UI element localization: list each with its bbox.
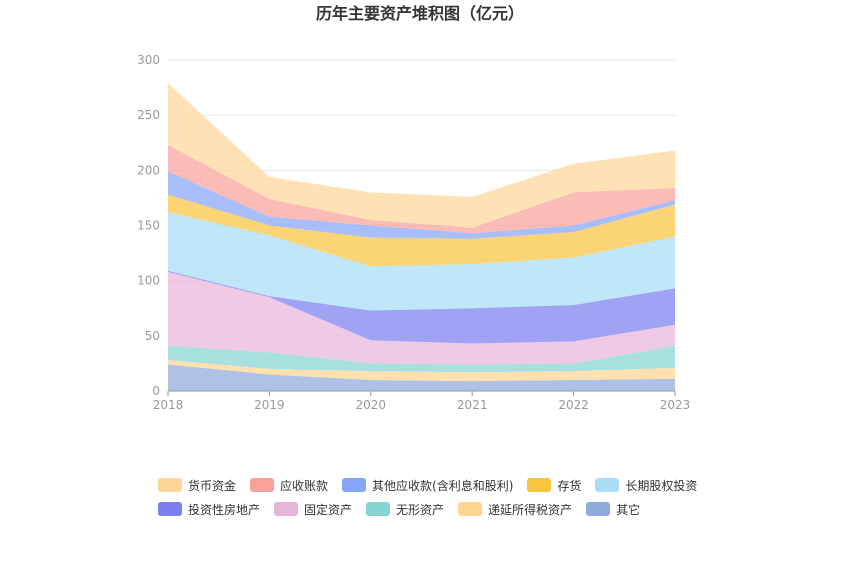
- legend-label: 其它: [616, 502, 641, 517]
- legend-item[interactable]: 其它: [586, 500, 640, 518]
- legend-label: 投资性房地产: [188, 502, 261, 517]
- x-tick-label: 2020: [356, 398, 387, 412]
- legend-label: 货币资金: [188, 478, 237, 493]
- legend-item[interactable]: 其他应收款(含利息和股利): [342, 476, 513, 494]
- legend-item[interactable]: 无形资产: [366, 500, 444, 518]
- chart-legend: 货币资金 应收账款 其他应收款(含利息和股利) 存货 长期股权投资投资性房地产 固定资产 无…: [158, 476, 718, 518]
- x-tick-label: 2023: [660, 398, 691, 412]
- legend-swatch: [366, 502, 391, 516]
- legend-swatch: [158, 478, 182, 492]
- legend-swatch: [342, 478, 367, 492]
- x-tick-label: 2019: [254, 398, 285, 412]
- area-series[interactable]: [168, 144, 675, 234]
- area-series[interactable]: [168, 83, 675, 228]
- legend-swatch: [586, 502, 611, 516]
- y-tick-label: 0: [152, 384, 160, 398]
- y-tick-label: 50: [145, 329, 160, 343]
- legend-item[interactable]: 存货: [527, 476, 581, 494]
- legend-swatch: [458, 502, 483, 516]
- legend-label: 长期股权投资: [625, 478, 698, 493]
- legend-label: 应收账款: [280, 478, 329, 493]
- legend-swatch: [595, 478, 620, 492]
- legend-item[interactable]: 货币资金: [158, 476, 236, 494]
- area-series[interactable]: [168, 345, 675, 373]
- x-tick-label: 2021: [457, 398, 488, 412]
- legend-swatch: [274, 502, 299, 516]
- y-tick-label: 150: [137, 219, 160, 233]
- legend-item[interactable]: 固定资产: [274, 500, 352, 518]
- area-series[interactable]: [168, 270, 675, 344]
- y-tick-label: 250: [137, 108, 160, 122]
- x-tick-label: 2018: [153, 398, 184, 412]
- y-tick-label: 300: [137, 53, 160, 67]
- legend-item[interactable]: 投资性房地产: [158, 500, 260, 518]
- y-tick-label: 200: [137, 163, 160, 177]
- area-series[interactable]: [168, 171, 675, 239]
- area-series[interactable]: [168, 271, 675, 365]
- y-tick-label: 100: [137, 274, 160, 288]
- legend-swatch: [250, 478, 275, 492]
- area-series[interactable]: [168, 360, 675, 382]
- legend-label: 递延所得税资产: [488, 502, 573, 517]
- legend-item[interactable]: 长期股权投资: [595, 476, 697, 494]
- legend-item[interactable]: 应收账款: [250, 476, 328, 494]
- chart-title: 历年主要资产堆积图（亿元）: [316, 4, 524, 23]
- legend-label: 无形资产: [396, 502, 445, 517]
- legend-label: 存货: [557, 478, 582, 493]
- legend-label: 其他应收款(含利息和股利): [372, 478, 514, 493]
- area-series[interactable]: [168, 364, 675, 391]
- area-series[interactable]: [168, 194, 675, 267]
- area-series[interactable]: [168, 212, 675, 311]
- legend-item[interactable]: 递延所得税资产: [458, 500, 572, 518]
- x-tick-label: 2022: [558, 398, 589, 412]
- legend-swatch: [158, 502, 182, 516]
- legend-swatch: [527, 478, 552, 492]
- legend-label: 固定资产: [304, 502, 353, 517]
